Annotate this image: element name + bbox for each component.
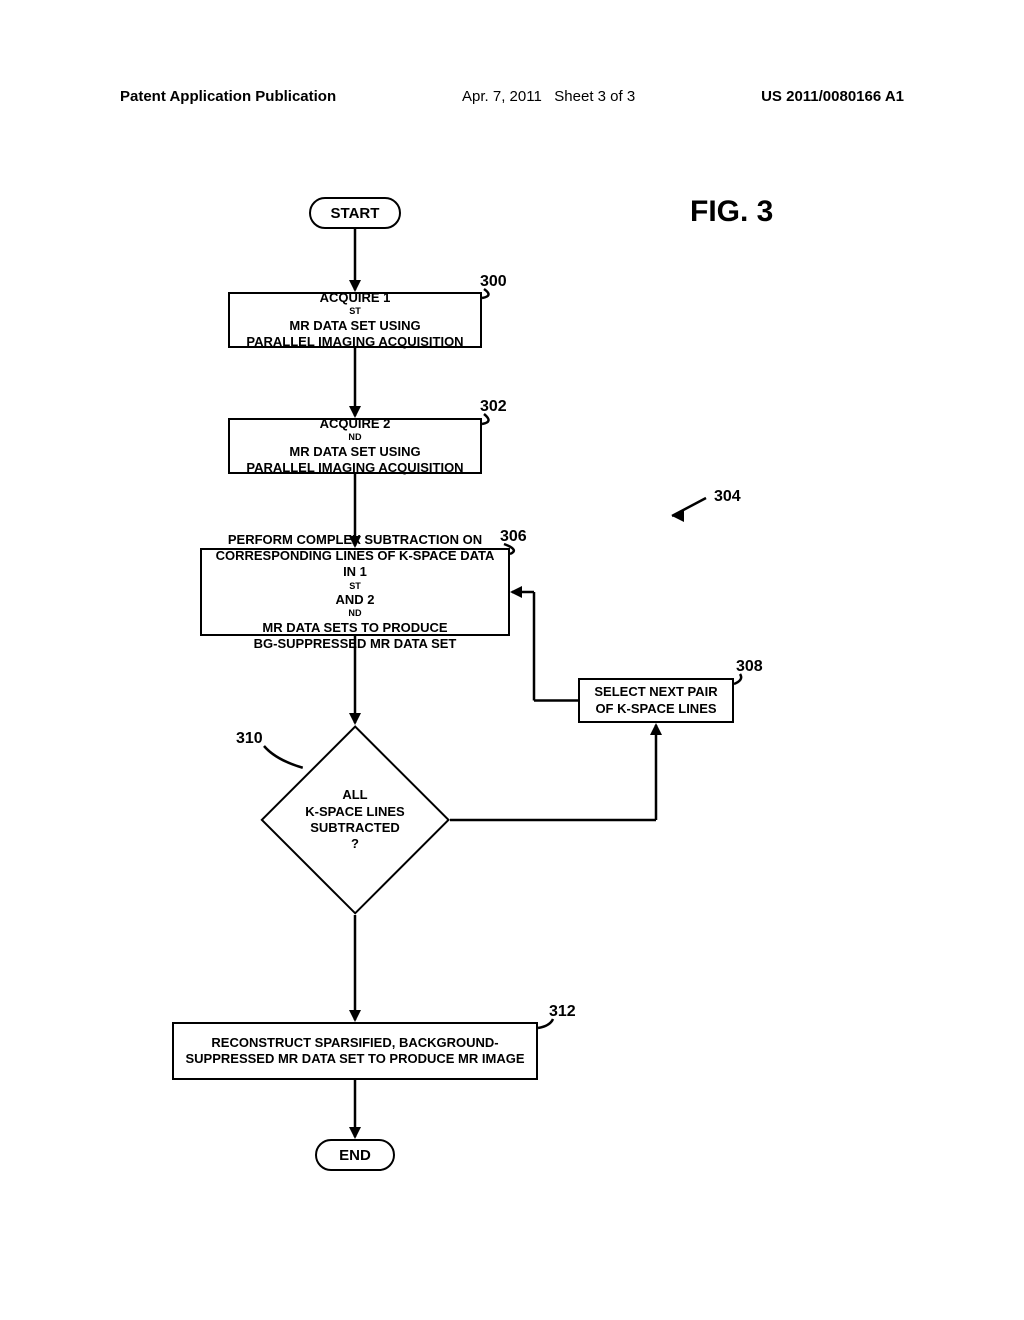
arrow-layer: [0, 0, 1024, 1320]
flowchart-canvas: FIG. 3 START END ACQUIRE 1ST MR DATA SET…: [0, 0, 1024, 1320]
process-box-300: ACQUIRE 1ST MR DATA SET USINGPARALLEL IM…: [228, 292, 482, 348]
process-box-302: ACQUIRE 2ND MR DATA SET USINGPARALLEL IM…: [228, 418, 482, 474]
figure-title: FIG. 3: [690, 195, 773, 229]
terminator-start-label: START: [331, 205, 380, 222]
process-box-312: RECONSTRUCT SPARSIFIED, BACKGROUND-SUPPR…: [172, 1022, 538, 1080]
ref-label-310: 310: [236, 730, 263, 748]
ref-label-300: 300: [480, 273, 507, 291]
ref-label-306: 306: [500, 528, 527, 546]
terminator-end-label: END: [339, 1147, 371, 1164]
process-box-306: PERFORM COMPLEX SUBTRACTION ONCORRESPOND…: [200, 548, 510, 636]
decision-diamond-310: ALLK-SPACE LINESSUBTRACTED?: [288, 753, 422, 887]
ref-label-312: 312: [549, 1003, 576, 1021]
diamond-text: ALLK-SPACE LINESSUBTRACTED?: [288, 753, 422, 887]
process-box-308: SELECT NEXT PAIROF K-SPACE LINES: [578, 678, 734, 723]
ref-label-308: 308: [736, 658, 763, 676]
ref-label-304: 304: [714, 488, 741, 506]
terminator-end: END: [315, 1139, 395, 1171]
terminator-start: START: [309, 197, 401, 229]
ref-label-302: 302: [480, 398, 507, 416]
